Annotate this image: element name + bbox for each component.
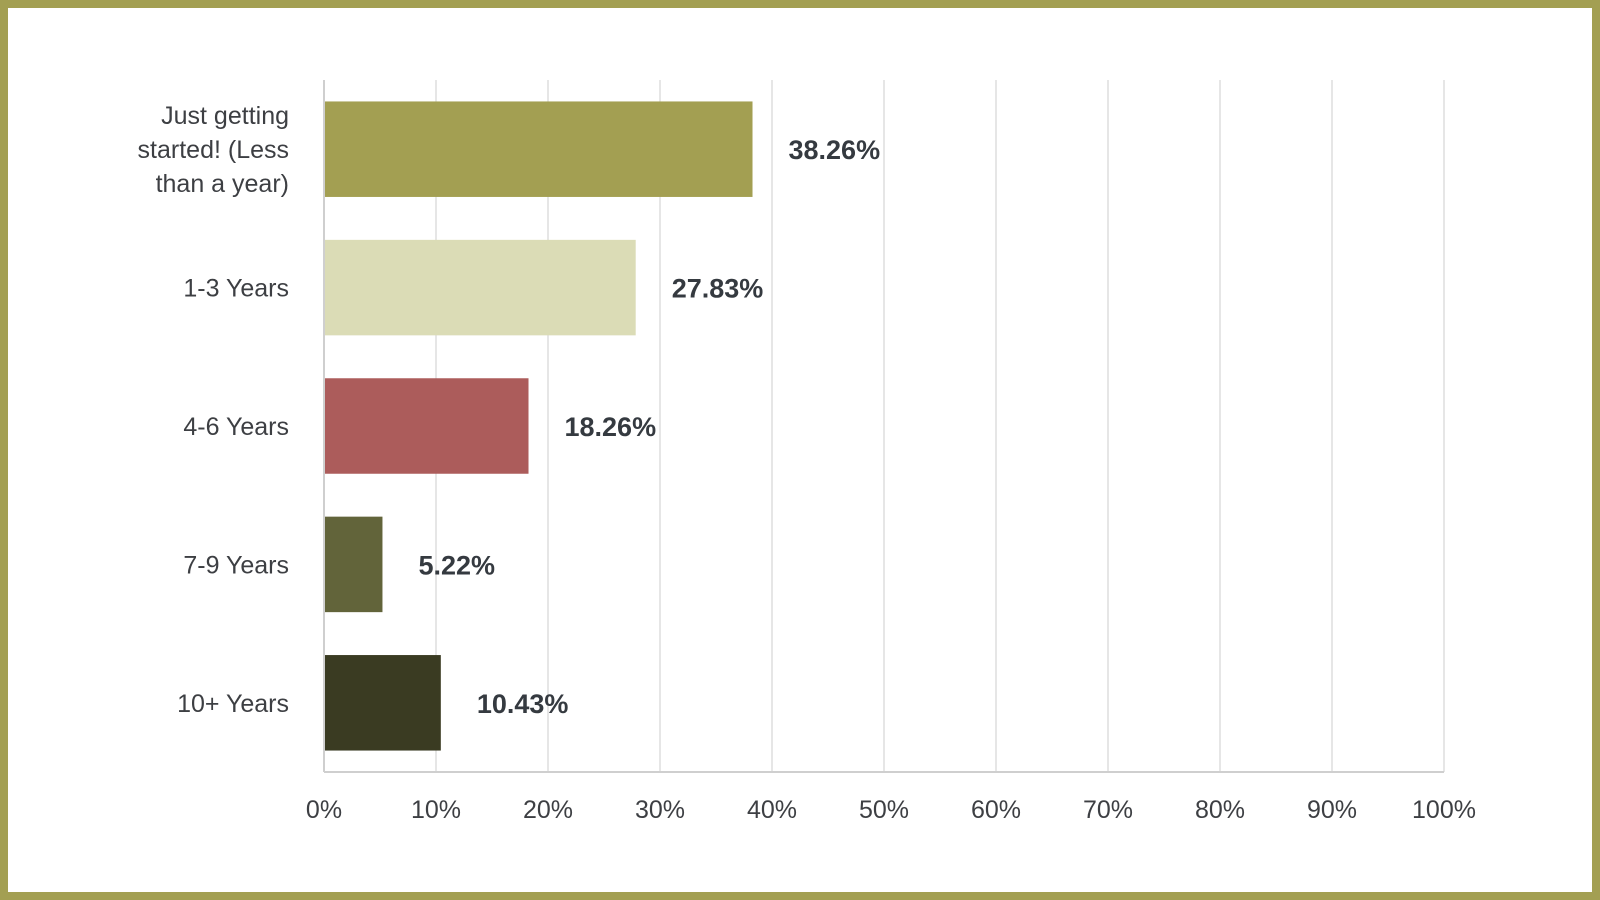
x-tick-label: 30% <box>635 796 685 824</box>
bar <box>325 101 753 197</box>
x-tick-label: 50% <box>859 796 909 824</box>
x-tick-label: 70% <box>1083 796 1133 824</box>
bar <box>325 378 529 474</box>
x-tick-label: 40% <box>747 796 797 824</box>
data-labels: 38.26% 27.83% 18.26% 5.22% 10.43% <box>418 135 880 719</box>
data-label: 5.22% <box>418 550 495 580</box>
x-tick-label: 80% <box>1195 796 1245 824</box>
x-tick-label: 100% <box>1412 796 1476 824</box>
bar <box>325 239 636 336</box>
tick-labels: 0% 10% 20% 30% 40% 50% 60% 70% 80% 90% 100% <box>306 796 1476 824</box>
data-label: 27.83% <box>672 274 764 304</box>
bars <box>325 101 753 751</box>
data-label: 38.26% <box>789 135 881 165</box>
category-label: 10+ Years <box>177 690 289 718</box>
category-label: 4-6 Years <box>183 413 289 441</box>
x-tick-label: 20% <box>523 796 573 824</box>
x-tick-label: 60% <box>971 796 1021 824</box>
x-tick-label: 10% <box>411 796 461 824</box>
bar <box>325 516 383 613</box>
axes <box>323 80 1444 773</box>
x-tick-label: 0% <box>306 796 342 824</box>
bar <box>325 655 441 751</box>
category-label: 1-3 Years <box>183 275 289 303</box>
x-tick-label: 90% <box>1307 796 1357 824</box>
category-label: 7-9 Years <box>183 551 289 579</box>
category-label: Just getting started! (Less than a year) <box>138 102 289 198</box>
data-label: 10.43% <box>477 689 569 719</box>
data-label: 18.26% <box>565 412 657 442</box>
category-labels: Just getting started! (Less than a year) 1-… <box>138 102 289 718</box>
